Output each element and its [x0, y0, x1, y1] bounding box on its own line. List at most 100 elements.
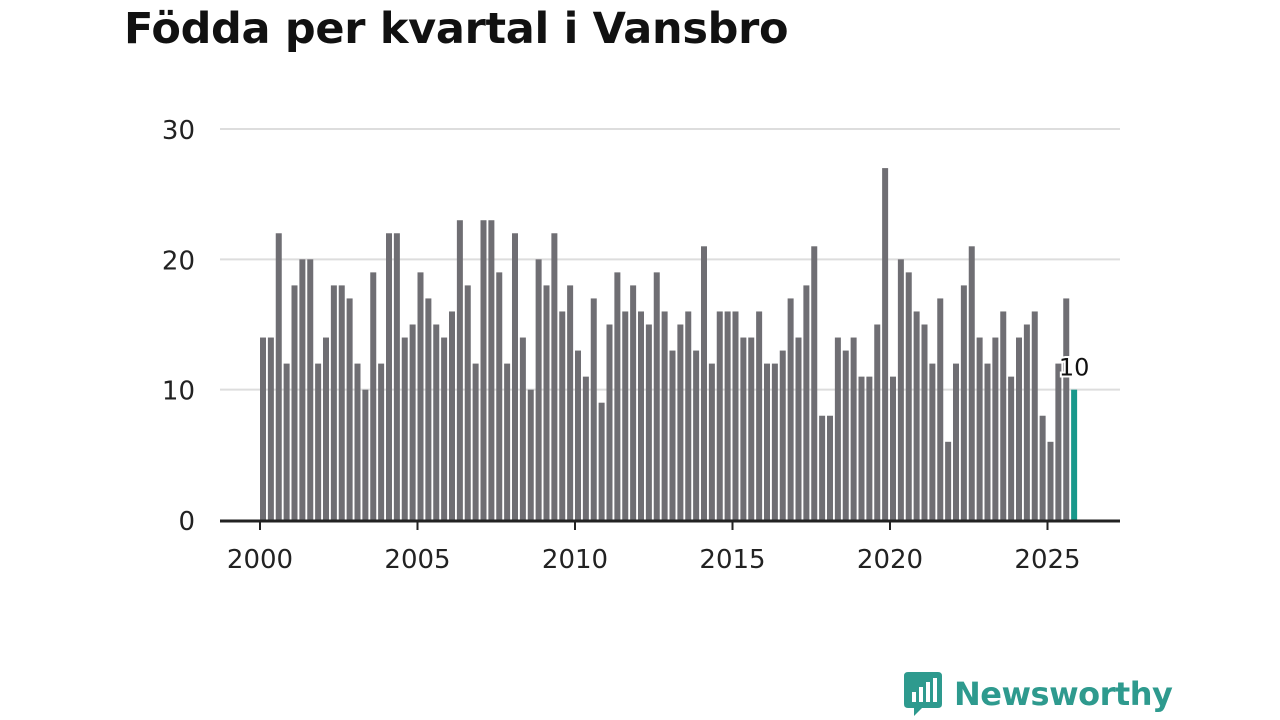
x-tick-label: 2010 — [542, 545, 608, 575]
bar — [307, 259, 314, 520]
x-tick-label: 2015 — [699, 545, 765, 575]
bar — [953, 363, 959, 520]
bar — [559, 311, 566, 520]
y-tick-label: 20 — [162, 246, 195, 276]
bar — [921, 324, 928, 520]
bar — [330, 285, 337, 520]
bar — [378, 363, 385, 520]
bar — [866, 376, 873, 520]
bar — [275, 233, 282, 520]
bar — [945, 441, 952, 520]
bar — [827, 415, 833, 520]
bar — [811, 246, 818, 521]
bar — [1016, 337, 1022, 520]
newsworthy-logo: Newsworthy — [902, 670, 1173, 718]
bar — [551, 233, 558, 520]
bar — [968, 246, 975, 521]
bar — [992, 337, 999, 520]
bar — [913, 311, 920, 520]
bar — [716, 311, 723, 520]
bar — [1047, 441, 1054, 520]
x-tick-label: 2020 — [857, 545, 923, 575]
bar — [842, 350, 849, 520]
bar — [819, 415, 826, 520]
bar — [535, 259, 542, 520]
bar — [338, 285, 345, 520]
bar — [449, 311, 455, 520]
bar — [456, 220, 463, 520]
bar — [622, 311, 629, 520]
bar — [740, 337, 747, 520]
bar — [724, 311, 731, 520]
bar — [653, 272, 660, 520]
bar — [472, 363, 479, 520]
bar — [512, 233, 518, 520]
bar — [567, 285, 574, 520]
bar — [433, 324, 440, 520]
y-tick-label: 30 — [162, 116, 195, 146]
bar — [519, 337, 526, 520]
bar — [779, 350, 786, 520]
newsworthy-logo-icon — [904, 672, 942, 716]
bar — [764, 363, 770, 520]
bar — [1031, 311, 1038, 520]
bar — [527, 389, 534, 520]
bar — [614, 272, 621, 520]
bar — [874, 324, 881, 520]
bar — [937, 298, 944, 520]
bar — [1023, 324, 1030, 520]
bar — [701, 246, 707, 521]
bar — [1063, 298, 1070, 520]
bar — [756, 311, 763, 520]
bar — [1039, 415, 1046, 520]
bar — [897, 259, 904, 520]
bar — [1055, 363, 1062, 520]
bar — [362, 389, 369, 520]
bar — [795, 337, 802, 520]
bar — [748, 337, 755, 520]
bar — [315, 363, 322, 520]
bar — [488, 220, 495, 520]
bars — [260, 168, 1078, 521]
bar — [598, 402, 605, 520]
highlight-bar — [1071, 389, 1078, 520]
bar — [299, 259, 306, 520]
bar-chart: 0 10 20 30 2000 2005 2010 2015 2020 2025 10 — [162, 116, 1120, 575]
bar — [1008, 376, 1015, 520]
bar — [645, 324, 652, 520]
bar — [787, 298, 794, 520]
bar — [582, 376, 589, 520]
chart-title: Födda per kvartal i Vansbro — [124, 4, 789, 54]
bar — [661, 311, 668, 520]
x-axis-ticks: 2000 2005 2010 2015 2020 2025 — [227, 522, 1081, 575]
bar — [890, 376, 896, 520]
bar — [260, 337, 266, 520]
bar — [441, 337, 448, 520]
bar — [354, 363, 361, 520]
bar — [575, 350, 581, 520]
bar — [496, 272, 503, 520]
bar — [386, 233, 392, 520]
bar — [425, 298, 432, 520]
bar — [984, 363, 991, 520]
x-tick-label: 2025 — [1014, 545, 1080, 575]
bar — [606, 324, 613, 520]
bar — [464, 285, 471, 520]
bar — [267, 337, 274, 520]
bar — [323, 337, 329, 520]
bar — [291, 285, 298, 520]
newsworthy-logo-text: Newsworthy — [954, 675, 1173, 713]
bar — [543, 285, 550, 520]
bar — [850, 337, 857, 520]
bar — [346, 298, 353, 520]
bar — [803, 285, 810, 520]
bar — [283, 363, 290, 520]
highlight-data-label: 10 — [1059, 354, 1090, 382]
y-tick-label: 0 — [178, 507, 195, 537]
bar — [693, 350, 700, 520]
bar — [417, 272, 424, 520]
bar — [929, 363, 936, 520]
y-tick-label: 10 — [162, 377, 195, 407]
bar — [905, 272, 912, 520]
bar — [960, 285, 967, 520]
